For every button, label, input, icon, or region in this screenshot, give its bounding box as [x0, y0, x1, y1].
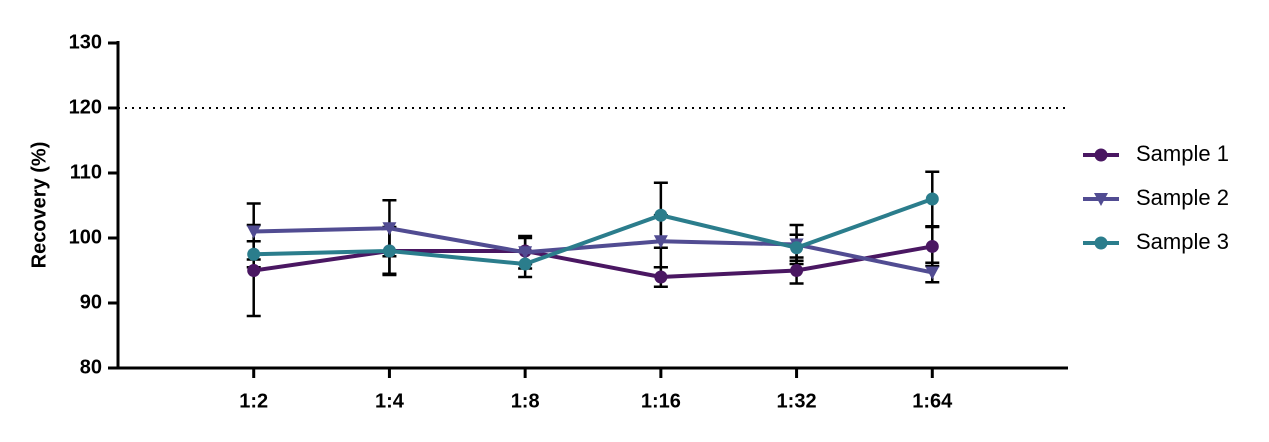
data-point	[925, 266, 940, 280]
data-point	[247, 247, 261, 261]
y-tick-label: 90	[80, 291, 102, 313]
data-point	[518, 246, 533, 260]
data-point	[246, 225, 261, 239]
legend-label: Sample 1	[1136, 141, 1229, 166]
legend-marker	[1094, 236, 1108, 250]
y-axis-label: Recovery (%)	[28, 142, 50, 269]
x-tick-label: 1:16	[641, 390, 681, 412]
series-line	[253, 226, 933, 275]
y-tick-label: 80	[80, 356, 102, 378]
y-tick-label: 120	[69, 96, 102, 118]
x-tick-label: 1:32	[777, 390, 817, 412]
y-tick-label: 100	[69, 226, 102, 248]
legend-label: Sample 2	[1136, 185, 1229, 210]
x-tick-label: 1:4	[375, 390, 405, 412]
data-point	[925, 192, 939, 206]
data-point	[382, 222, 397, 236]
x-tick-label: 1:64	[912, 390, 953, 412]
data-point	[653, 235, 668, 249]
x-tick-label: 1:8	[511, 390, 540, 412]
data-point	[247, 264, 261, 277]
y-tick-label: 110	[70, 161, 102, 183]
series-line	[253, 244, 933, 280]
y-tick-label: 130	[69, 31, 102, 53]
data-point	[518, 257, 532, 271]
data-point	[925, 239, 939, 253]
x-tick-label: 1:2	[239, 390, 268, 412]
series-line	[253, 197, 933, 267]
legend-marker	[1094, 193, 1108, 206]
data-point	[790, 241, 804, 255]
legend-marker	[1094, 148, 1108, 162]
data-point	[382, 244, 396, 258]
data-point	[654, 270, 668, 284]
legend-label: Sample 3	[1136, 229, 1229, 254]
data-point	[790, 264, 804, 277]
data-point	[654, 208, 668, 222]
